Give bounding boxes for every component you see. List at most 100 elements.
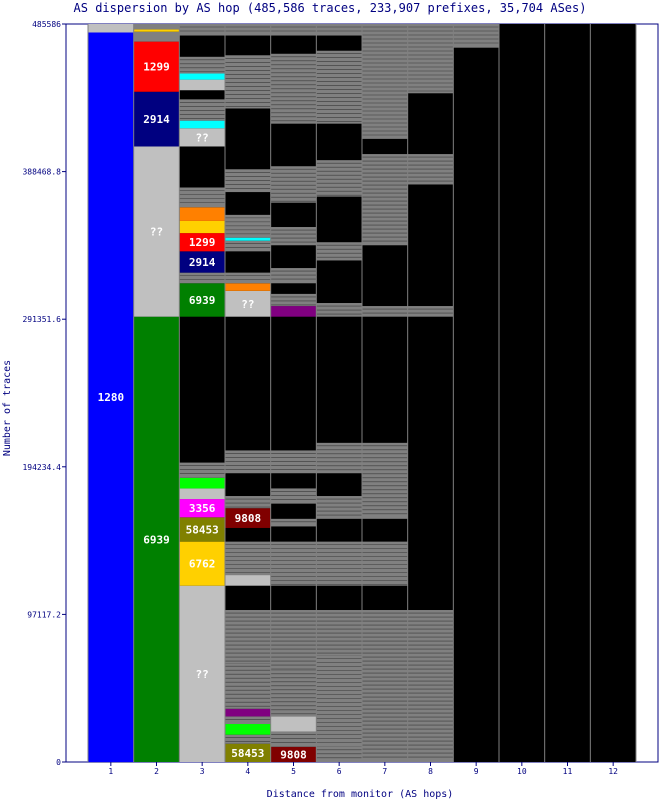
segment-hop-3-15	[179, 120, 225, 129]
chart-title: AS dispersion by AS hop (485,586 traces,…	[74, 1, 587, 15]
segment-label-hop-2-0: 6939	[143, 533, 170, 546]
segment-hop-2-2	[133, 91, 180, 147]
segment-hop-3-7	[179, 283, 225, 317]
segment-label-hop-2-1: ??	[150, 226, 163, 239]
segment-label-hop-2-2: 2914	[143, 113, 170, 126]
x-tick-label: 10	[517, 767, 527, 776]
segment-label-hop-4-0: 58453	[231, 747, 264, 760]
segment-hop-4-11	[225, 450, 271, 474]
segment-label-hop-2-3: 1299	[143, 61, 170, 74]
segment-hop-3-12	[179, 207, 225, 221]
segment-hop-3-18	[179, 73, 225, 80]
segment-hop-4-3	[225, 716, 271, 725]
segment-hop-3-20	[179, 24, 225, 36]
x-tick-label: 7	[382, 767, 387, 776]
segment-hop-8-3	[407, 24, 454, 94]
segment-hop-4-16	[225, 237, 271, 241]
segment-hop-7-4	[362, 154, 408, 246]
segment-hop-3-8	[179, 272, 225, 284]
column-background-hop-9	[453, 24, 499, 762]
segment-hop-3-17	[179, 79, 225, 91]
segment-label-hop-3-0: ??	[196, 668, 209, 681]
segment-hop-3-14	[179, 128, 225, 147]
segment-hop-3-2	[179, 517, 225, 542]
segment-hop-3-5	[179, 477, 225, 489]
segment-hop-3-0	[179, 585, 225, 762]
y-tick-label: 388468.8	[22, 168, 61, 177]
segment-label-hop-5-0: 9808	[280, 748, 307, 761]
x-tick-label: 8	[428, 767, 433, 776]
segment-hop-4-6	[225, 610, 271, 664]
segment-hop-4-14	[225, 272, 271, 284]
segment-hop-5-9	[270, 306, 317, 317]
segment-hop-3-9	[179, 251, 225, 273]
segment-hop-3-10	[179, 233, 225, 252]
segment-hop-2-4	[133, 31, 180, 42]
segment-label-hop-3-3: 3356	[189, 502, 216, 515]
x-axis: 1 2 3 4 5 6 7 8 9 10 11 12	[108, 762, 618, 776]
x-tick-label: 5	[291, 767, 296, 776]
segment-hop-4-15	[225, 240, 271, 252]
segment-label-hop-3-7: 6939	[189, 294, 216, 307]
segment-hop-9-0	[453, 24, 499, 48]
segment-hop-3-1	[179, 541, 225, 586]
segment-hop-6-8	[316, 160, 362, 197]
segment-label-hop-3-9: 2914	[189, 256, 216, 269]
segment-hop-5-2	[270, 716, 317, 732]
segment-hop-3-6	[179, 462, 225, 478]
segment-hop-5-6	[270, 518, 317, 527]
segment-hop-5-10	[270, 293, 317, 307]
segment-hop-5-12	[270, 227, 317, 246]
segment-label-hop-3-10: 1299	[189, 236, 216, 249]
segment-hop-4-9	[225, 508, 271, 528]
segment-hop-4-18	[225, 169, 271, 193]
x-tick-label: 9	[474, 767, 479, 776]
segment-hop-4-7	[225, 575, 271, 586]
x-tick-label: 12	[608, 767, 618, 776]
segment-hop-2-3	[133, 41, 180, 92]
segment-hop-3-11	[179, 220, 225, 234]
plot-area: 1280 6939?? 2914 1299?? 6762 58453 3356 6939 291…	[87, 24, 637, 762]
segment-hop-7-2	[362, 442, 408, 519]
segment-hop-5-8	[270, 450, 317, 474]
x-tick-label: 1	[108, 767, 113, 776]
y-tick-label: 291351.6	[22, 315, 61, 324]
segment-hop-3-4	[179, 488, 225, 500]
segment-hop-5-13	[270, 166, 317, 203]
segment-hop-4-12	[225, 290, 271, 317]
column-background-hop-11	[544, 24, 591, 762]
segment-hop-5-4	[270, 610, 317, 671]
segment-hop-4-10	[225, 496, 271, 509]
y-tick-label: 485586	[32, 20, 61, 29]
segment-hop-6-7	[316, 242, 362, 261]
segment-label-hop-1-0: 1280	[98, 391, 125, 404]
segment-hop-2-0	[133, 316, 180, 762]
y-tick-label: 97117.2	[27, 610, 61, 619]
segment-hop-6-4	[316, 496, 362, 519]
y-axis-label: Number of traces	[2, 360, 13, 456]
segment-hop-6-9	[316, 50, 362, 124]
segment-hop-4-1	[225, 734, 271, 744]
segment-hop-6-1	[316, 655, 362, 747]
segment-hop-6-3	[316, 541, 362, 586]
segment-hop-5-11	[270, 268, 317, 284]
segment-hop-1-0	[88, 32, 134, 762]
segment-hop-6-0	[316, 746, 362, 762]
segment-hop-7-3	[362, 306, 408, 317]
segment-hop-4-13	[225, 283, 271, 291]
segment-hop-4-20	[225, 24, 271, 36]
x-tick-label: 2	[154, 767, 159, 776]
segment-hop-3-3	[179, 499, 225, 518]
segment-hop-6-10	[316, 24, 362, 36]
segment-hop-4-0	[225, 743, 271, 762]
segment-hop-4-19	[225, 55, 271, 109]
segment-label-hop-4-12: ??	[241, 298, 254, 311]
segment-hop-2-5	[133, 29, 180, 32]
x-tick-label: 3	[200, 767, 205, 776]
x-tick-label: 4	[245, 767, 250, 776]
segment-hop-4-2	[225, 724, 271, 735]
segment-hop-4-17	[225, 214, 271, 238]
segment-hop-3-16	[179, 99, 225, 121]
segment-hop-2-6	[133, 24, 180, 30]
